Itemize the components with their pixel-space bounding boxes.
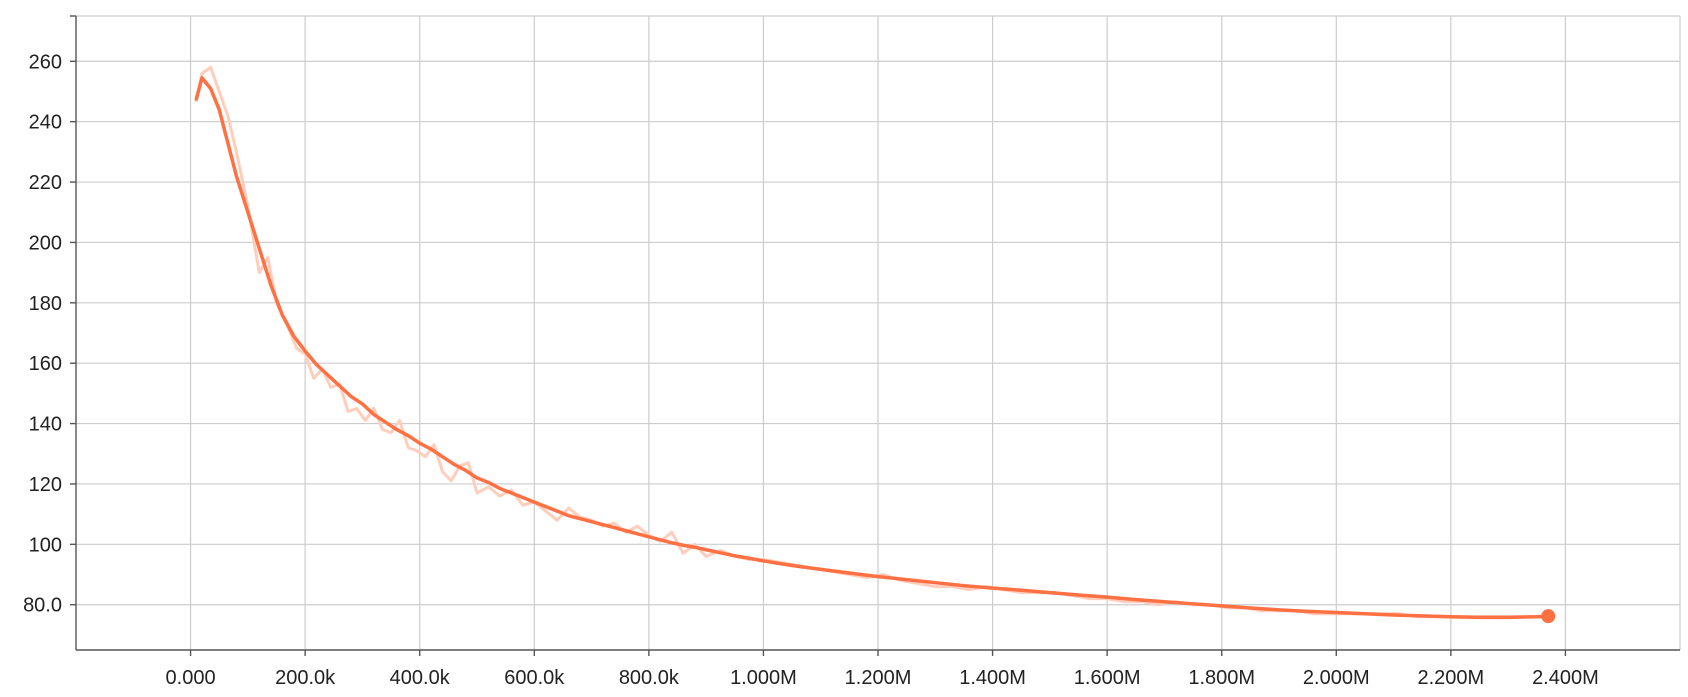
axes — [70, 15, 1680, 656]
tick-labels: 80.0 100 120 140 160 180 200 220 240 260 0.000 200.… — [23, 51, 1599, 689]
x-tick-label: 1.200M — [845, 667, 912, 689]
raw-series — [194, 65, 1550, 619]
raw-series-line — [194, 65, 1550, 619]
smoothed-series — [194, 76, 1556, 624]
y-tick-label: 80.0 — [23, 595, 62, 617]
smoothed-series-line — [194, 76, 1550, 620]
y-tick-label: 220 — [29, 172, 62, 194]
x-tick-label: 2.400M — [1532, 667, 1599, 689]
x-tick-label: 0.000 — [166, 667, 216, 689]
x-tick-label: 400.0k — [390, 667, 451, 689]
x-tick-label: 1.400M — [959, 667, 1026, 689]
y-tick-label: 160 — [29, 353, 62, 375]
y-tick-label: 260 — [29, 51, 62, 73]
x-tick-label: 600.0k — [504, 667, 565, 689]
x-tick-label: 200.0k — [275, 667, 336, 689]
x-tick-label: 1.600M — [1074, 667, 1141, 689]
x-tick-label: 1.000M — [730, 667, 797, 689]
x-tick-label: 1.800M — [1188, 667, 1255, 689]
y-tick-label: 200 — [29, 232, 62, 254]
y-tick-label: 240 — [29, 112, 62, 134]
x-tick-label: 2.200M — [1417, 667, 1484, 689]
y-tick-label: 100 — [29, 534, 62, 556]
y-tick-label: 120 — [29, 474, 62, 496]
last-point-marker[interactable] — [1541, 609, 1556, 624]
grid — [76, 15, 1681, 650]
x-tick-label: 2.000M — [1303, 667, 1370, 689]
x-tick-label: 800.0k — [619, 667, 680, 689]
y-tick-label: 140 — [29, 414, 62, 436]
y-tick-label: 180 — [29, 293, 62, 315]
